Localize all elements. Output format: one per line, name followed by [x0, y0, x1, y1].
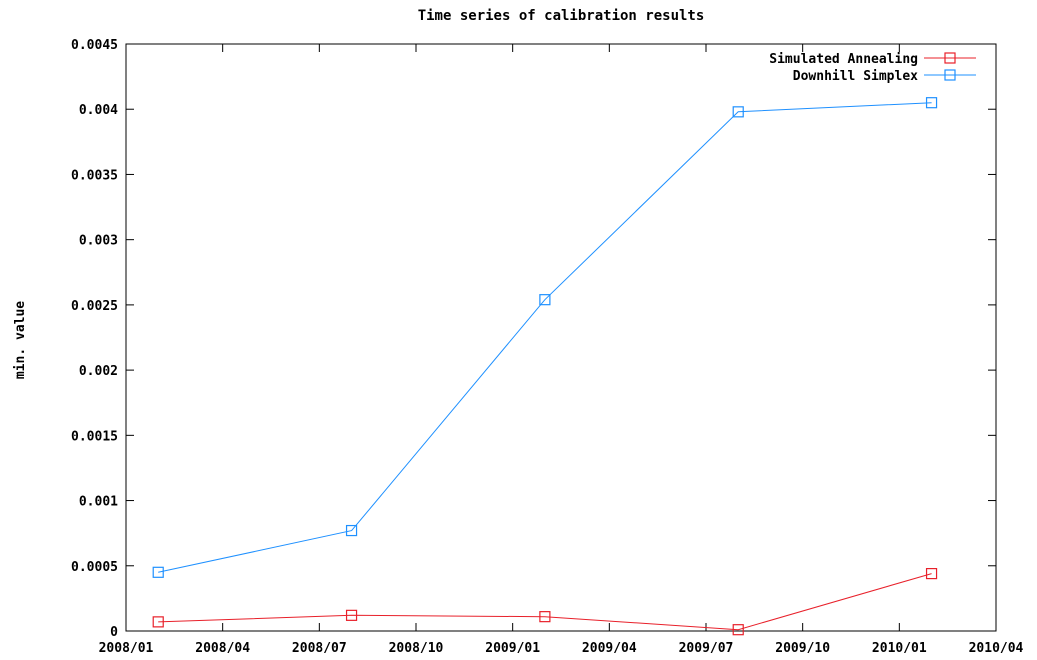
data-point: [925, 568, 938, 580]
y-tick-label: 0.0045: [71, 38, 118, 53]
y-tick-label: 0.002: [79, 364, 118, 379]
data-point: [345, 524, 358, 537]
series-group: [152, 97, 938, 636]
x-tick-label: 2009/07: [679, 641, 734, 656]
x-tick-label: 2008/01: [99, 641, 154, 656]
legend-marker: [944, 52, 956, 64]
x-tick-label: 2009/01: [485, 641, 540, 656]
y-tick-label: 0.0035: [71, 168, 118, 183]
y-tick-label: 0.001: [79, 495, 118, 510]
plot-frame: [125, 43, 997, 632]
x-tick-label: 2009/04: [582, 641, 637, 656]
y-tick-label: 0.0025: [71, 299, 118, 314]
series-line-1: [158, 102, 932, 573]
data-point: [732, 624, 744, 636]
x-tick-label: 2008/04: [195, 641, 250, 656]
x-tick-label: 2010/04: [969, 641, 1024, 656]
x-tick-label: 2008/07: [292, 641, 347, 656]
y-tick-label: 0.0005: [71, 560, 118, 575]
x-tick-label: 2009/10: [775, 641, 830, 656]
x-tick-label: 2008/10: [389, 641, 444, 656]
x-tick-label: 2010/01: [872, 641, 927, 656]
data-point: [539, 294, 551, 306]
data-point: [345, 609, 358, 621]
data-point: [152, 566, 164, 578]
series-line-0: [158, 573, 932, 631]
legend: Simulated Annealing Downhill Simplex: [769, 52, 976, 84]
y-ticks: 0 0.0005 0.001 0.0015 0.002 0.0025 0.003 0.0035…: [71, 38, 996, 640]
y-tick-label: 0: [110, 625, 118, 640]
x-ticks: 2008/01 2008/04 2008/07 2008/10 2009/01 2009/…: [99, 44, 1024, 656]
y-tick-label: 0.0015: [71, 429, 118, 444]
y-axis-label: min. value: [13, 301, 28, 379]
y-tick-label: 0.004: [79, 103, 118, 118]
legend-label: Downhill Simplex: [793, 69, 918, 84]
y-tick-label: 0.003: [79, 234, 118, 249]
chart-title: Time series of calibration results: [418, 8, 705, 24]
data-point: [539, 611, 551, 623]
data-point: [732, 106, 744, 118]
data-point: [925, 97, 938, 109]
legend-marker: [944, 69, 956, 81]
legend-label: Simulated Annealing: [769, 52, 918, 67]
data-point: [152, 616, 164, 628]
